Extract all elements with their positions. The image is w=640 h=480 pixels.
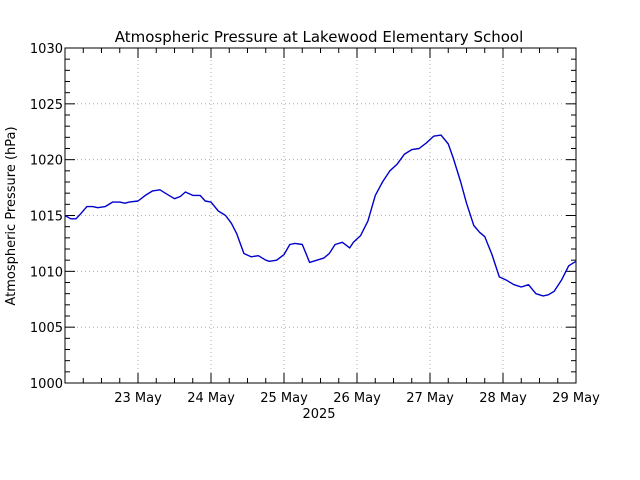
x-tick-label: 27 May: [406, 391, 454, 406]
x-tick-label: 25 May: [260, 391, 308, 406]
plot-area: 1000 1005 1010 1015 1020 1025 1030 23 May 24 May…: [30, 42, 600, 406]
x-tick-label: 29 May: [552, 391, 600, 406]
y-tick-label: 1025: [30, 98, 63, 113]
x-axis-label: 2025: [302, 407, 335, 422]
y-tick-label: 1010: [30, 265, 63, 280]
y-tick-label: 1005: [30, 321, 63, 336]
x-tick-label: 24 May: [187, 391, 235, 406]
y-tick-label: 1030: [30, 42, 63, 57]
pressure-line: [64, 134, 577, 297]
y-tick-label: 1000: [30, 377, 63, 392]
x-tick-label: 26 May: [333, 391, 381, 406]
chart-title: Atmospheric Pressure at Lakewood Element…: [115, 28, 524, 46]
y-tick-label: 1020: [30, 154, 63, 169]
y-axis-label: Atmospheric Pressure (hPa): [4, 126, 19, 305]
x-tick-label: 23 May: [114, 391, 162, 406]
x-tick-label: 28 May: [479, 391, 527, 406]
y-tick-label: 1015: [30, 210, 63, 225]
